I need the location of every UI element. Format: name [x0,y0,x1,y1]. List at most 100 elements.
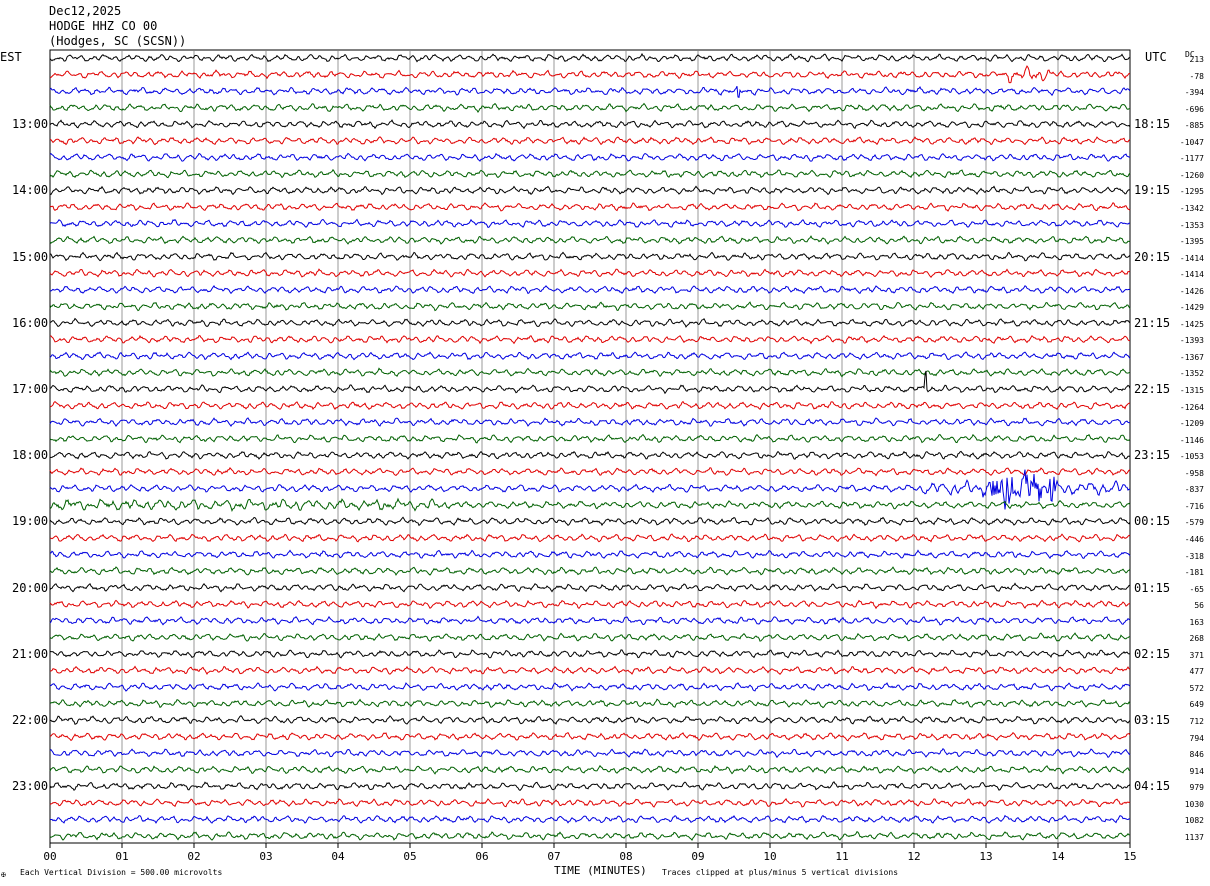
dc-offset-label: 371 [1189,650,1204,660]
x-tick-label: 08 [619,850,632,863]
trace-line [49,549,1131,560]
trace-line [49,367,1131,378]
trace-line [49,152,1131,162]
dc-offset-label: -1264 [1179,402,1204,412]
utc-time-label: 23:15 [1134,448,1171,463]
x-tick-label: 07 [547,850,560,863]
x-axis-title: TIME (MINUTES) [554,864,647,877]
trace-line [49,185,1131,196]
dc-offset-label: 477 [1189,667,1204,677]
utc-time-label: 02:15 [1134,646,1171,661]
trace-line [49,102,1130,113]
utc-time-label: 03:15 [1134,713,1171,727]
dc-offset-label: -1352 [1179,369,1204,379]
est-time-label: 15:00 [12,249,49,264]
dc-offset-label: -958 [1184,468,1204,478]
dc-offset-label: -1414 [1179,270,1204,280]
dc-offset-label: 846 [1189,750,1204,760]
x-tick-label: 04 [331,850,345,863]
trace-line [49,285,1131,295]
dc-offset-label: -716 [1184,501,1204,511]
dc-offset-label: -1342 [1179,203,1204,213]
trace-line [49,370,1131,395]
trace-line [49,351,1131,361]
dc-offset-label: 1082 [1184,816,1204,826]
trace-line [49,731,1131,742]
location-label: (Hodges, SC (SCSN)) [49,34,187,48]
clip-note: Traces clipped at plus/minus 5 vertical … [662,868,899,877]
est-time-label: 17:00 [12,382,49,396]
scale-icon: ✠ [1,870,6,879]
est-time-label: 21:00 [12,646,49,661]
x-tick-label: 06 [475,850,488,863]
x-tick-label: 13 [979,850,992,863]
trace-line [49,417,1131,428]
est-time-label: 18:00 [12,448,49,463]
trace-line [49,781,1131,792]
dc-offset-label: -1414 [1179,253,1204,263]
trace-line [49,450,1131,460]
dc-offset-label: 163 [1189,617,1204,627]
trace-line [49,268,1131,278]
dc-offset-label: -78 [1189,71,1204,81]
est-time-label: 19:00 [12,514,49,529]
trace-line [49,665,1131,676]
trace-line [49,764,1131,775]
trace-line [49,533,1131,543]
est-time-label: 13:00 [12,117,49,132]
utc-time-label: 19:15 [1134,183,1171,198]
utc-time-label: 01:15 [1134,580,1171,595]
trace-line [49,615,1131,626]
trace-line [49,433,1131,444]
est-time-label: 14:00 [12,183,49,198]
x-tick-label: 00 [43,850,56,863]
trace-line [49,334,1130,345]
dc-offset-label: 914 [1189,766,1204,776]
dc-offset-label: -1426 [1179,286,1204,296]
dc-offset-label: -1146 [1179,435,1204,445]
dc-offset-label: -885 [1184,121,1204,131]
dc-offset-label: -394 [1184,88,1204,98]
utc-time-label: 04:15 [1134,779,1171,794]
trace-line [49,582,1131,593]
dc-offset-label: -1429 [1179,303,1204,313]
dc-offset-label: -1393 [1179,336,1204,346]
est-time-label: 16:00 [12,315,49,330]
x-tick-label: 03 [259,850,272,863]
dc-offset-label: -1367 [1179,352,1204,362]
trace-line [49,698,1131,709]
x-tick-label: 02 [187,850,200,863]
utc-time-label: 20:15 [1134,249,1171,264]
trace-line [49,65,1131,84]
dc-offset-label: -1295 [1179,187,1204,197]
trace-line [49,235,1131,245]
trace-line [49,469,1131,510]
trace-line [49,814,1131,824]
est-time-label: 23:00 [12,779,49,794]
dc-offset-label: 268 [1189,634,1204,644]
dc-offset-label: -1353 [1179,220,1204,230]
trace-line [49,251,1131,262]
utc-time-label: 21:15 [1134,315,1171,330]
division-note: Each Vertical Division = 500.00 microvol… [20,868,223,877]
utc-axis-label: UTC [1145,50,1167,64]
dc-offset-label: 213 [1189,55,1204,64]
trace-line [49,715,1131,725]
trace-line [49,168,1131,179]
trace-line [49,119,1131,130]
trace-line [49,830,1131,842]
trace-line [49,136,1131,146]
dc-offset-label: -579 [1184,518,1204,528]
trace-line [49,202,1131,212]
dc-offset-label: -1315 [1179,386,1204,395]
plot-header: Dec12,2025 HODGE HHZ CO 00 (Hodges, SC (… [49,4,186,49]
est-time-label: 22:00 [12,713,49,727]
trace-line [49,317,1131,328]
trace-line [49,86,1131,98]
x-tick-label: 15 [1123,850,1136,863]
dc-offset-label: -318 [1184,551,1204,561]
x-tick-label: 12 [907,850,920,863]
dc-offset-label: -696 [1184,104,1204,114]
dc-offset-label: 56 [1194,601,1204,611]
trace-line [49,218,1131,228]
